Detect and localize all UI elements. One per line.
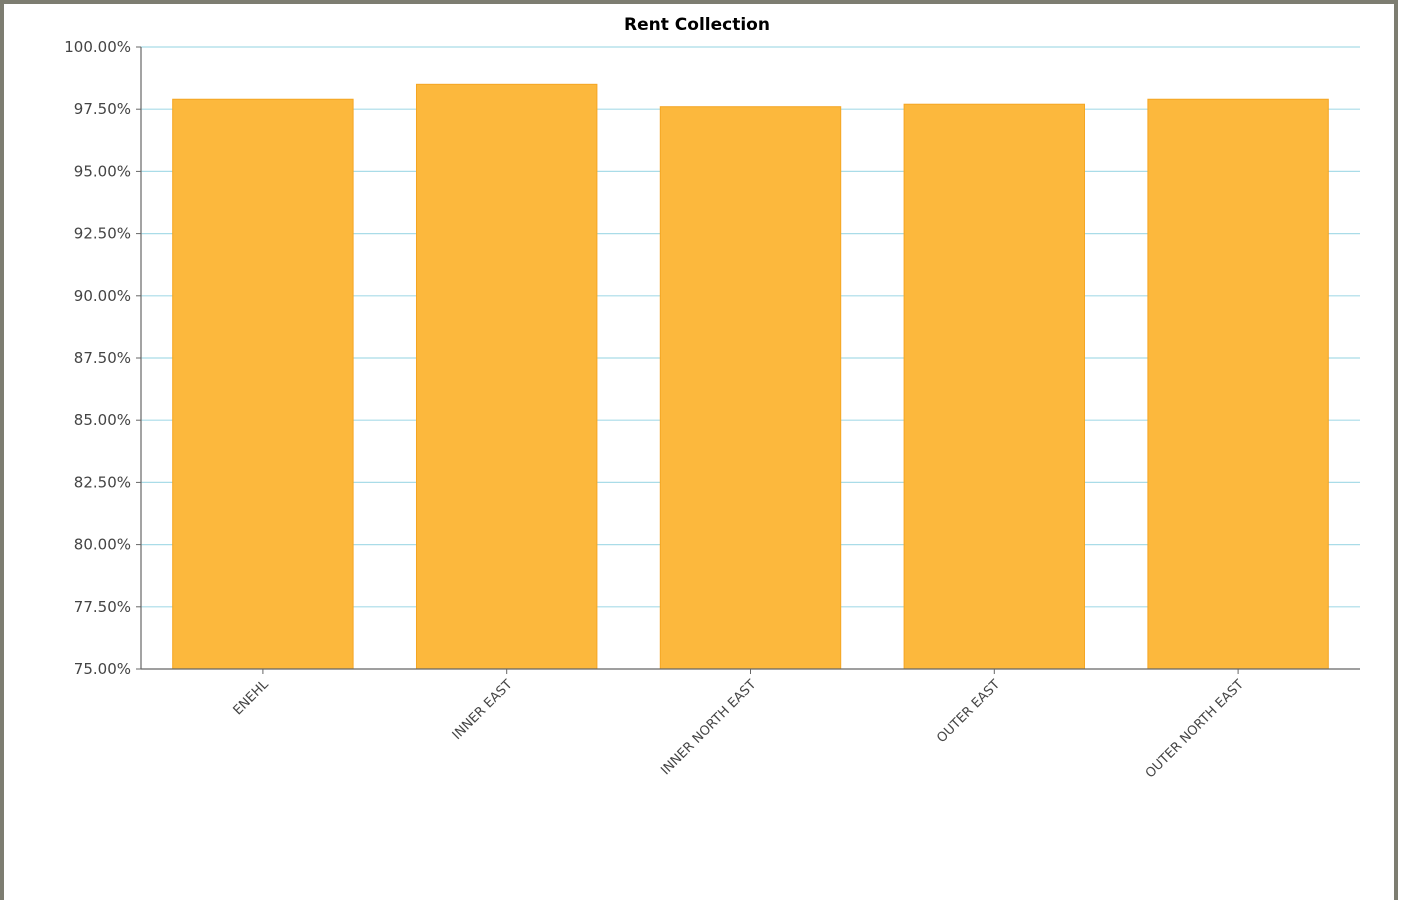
y-tick-label: 87.50% [74,349,131,367]
y-tick-label: 80.00% [74,536,131,554]
y-tick-labels: 75.00% 77.50% 80.00% 82.50% 85.00% 87.50% 90.0… [64,38,131,678]
bar-chart: Rent Collection 75.00% 77.50% 80.00% 82.50%… [64,15,1360,782]
bar [659,106,842,670]
y-tick-label: 95.00% [74,162,131,180]
bars [172,83,1329,670]
bar [172,98,354,670]
y-tick-label: 85.00% [74,411,131,429]
bar [903,103,1086,670]
y-tick-label: 82.50% [74,473,131,491]
y-tick-label: 92.50% [74,225,131,243]
x-tick-label: INNER NORTH EAST [658,677,759,778]
chart-title: Rent Collection [624,15,770,35]
y-tick-label: 75.00% [74,660,131,678]
x-tick-label: OUTER EAST [934,677,1003,746]
x-tick-label: ENEHL [231,677,273,719]
bar [1147,98,1329,670]
y-tick-label: 100.00% [64,38,131,56]
x-tick-label: INNER EAST [450,677,516,743]
x-tick-labels: ENEHL INNER EAST INNER NORTH EAST OUTER EAS… [231,677,1247,782]
y-tick-label: 97.50% [74,100,131,118]
y-tick-label: 90.00% [74,287,131,305]
x-tick-label: OUTER NORTH EAST [1143,677,1247,781]
bar [415,83,598,670]
axes [136,46,1360,674]
y-tick-label: 77.50% [74,598,131,616]
